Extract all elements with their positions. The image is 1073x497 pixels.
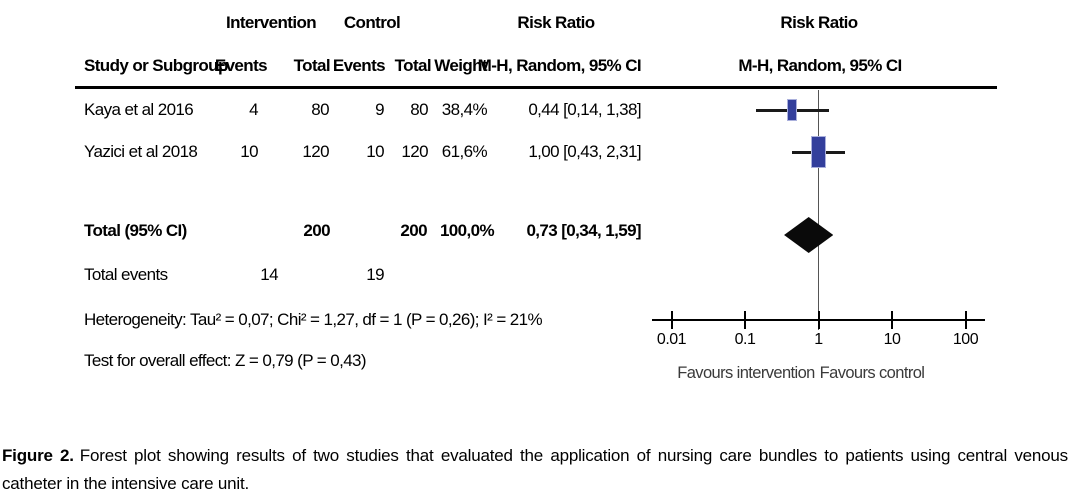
total-row-label: Total (95% CI) bbox=[84, 221, 187, 240]
study-name: Yazici et al 2018 bbox=[84, 142, 198, 161]
figure-caption: Figure 2. Forest plot showing results of … bbox=[2, 442, 1068, 497]
study-events-intervention: 4 bbox=[249, 100, 258, 119]
group-header-control: Control bbox=[343, 13, 401, 32]
col-header-weight: Weight bbox=[434, 56, 487, 75]
col-header-total-intervention: Total bbox=[293, 56, 331, 75]
col-header-events-control: Events bbox=[332, 56, 386, 75]
x-axis-tick-label: 100 bbox=[952, 331, 979, 348]
favours-intervention-label: Favours intervention bbox=[677, 364, 815, 382]
study-ci-text: 1,00 [0,43, 2,31] bbox=[528, 142, 641, 161]
total-weight: 100,0% bbox=[439, 221, 495, 240]
study-name: Kaya et al 2016 bbox=[84, 100, 194, 119]
total-events-control: 19 bbox=[366, 265, 384, 284]
col-header-study: Study or Subgroup bbox=[84, 56, 228, 75]
col-header-total-control: Total bbox=[394, 56, 432, 75]
study-total-control: 80 bbox=[410, 100, 428, 119]
total-intervention-n: 200 bbox=[303, 221, 330, 240]
x-axis-tick-label: 0.01 bbox=[656, 331, 687, 348]
study-total-control: 120 bbox=[401, 142, 428, 161]
x-axis-tick-label: 0.1 bbox=[734, 331, 756, 348]
group-header-intervention: Intervention bbox=[225, 13, 317, 32]
figure-caption-text: Forest plot showing results of two studi… bbox=[2, 446, 1068, 493]
figure-caption-label: Figure 2. bbox=[2, 446, 74, 465]
x-axis-tick bbox=[817, 311, 820, 329]
overall-effect-text: Test for overall effect: Z = 0,79 (P = 0… bbox=[84, 351, 367, 370]
study-weight: 38,4% bbox=[441, 100, 488, 119]
col-header-mh-ci-right: M-H, Random, 95% CI bbox=[738, 56, 902, 75]
x-axis-tick bbox=[744, 311, 746, 329]
x-axis-tick bbox=[891, 311, 893, 329]
study-total-intervention: 120 bbox=[302, 142, 329, 161]
reference-line-rr1 bbox=[817, 90, 820, 330]
study-events-control: 9 bbox=[375, 100, 384, 119]
total-control-n: 200 bbox=[400, 221, 427, 240]
pooled-diamond bbox=[784, 217, 834, 253]
x-axis-tick-label: 1 bbox=[814, 331, 823, 348]
x-axis-tick bbox=[670, 311, 673, 329]
study-ci-text: 0,44 [0,14, 1,38] bbox=[528, 100, 641, 119]
study-events-intervention: 10 bbox=[240, 142, 258, 161]
total-events-label: Total events bbox=[84, 265, 168, 284]
effect-square bbox=[810, 135, 827, 169]
study-events-control: 10 bbox=[366, 142, 384, 161]
group-header-risk-ratio-right: Risk Ratio bbox=[780, 13, 858, 32]
favours-control-label: Favours control bbox=[819, 364, 925, 382]
group-header-risk-ratio-left: Risk Ratio bbox=[517, 13, 595, 32]
total-ci-text: 0,73 [0,34, 1,59] bbox=[526, 221, 641, 240]
col-header-mh-ci-left: M-H, Random, 95% CI bbox=[477, 56, 642, 75]
study-weight: 61,6% bbox=[441, 142, 488, 161]
col-header-events-intervention: Events bbox=[214, 56, 268, 75]
heterogeneity-text: Heterogeneity: Tau² = 0,07; Chi² = 1,27,… bbox=[84, 310, 543, 329]
study-total-intervention: 80 bbox=[311, 100, 329, 119]
total-events-intervention: 14 bbox=[260, 265, 278, 284]
x-axis-tick bbox=[964, 311, 967, 329]
effect-square bbox=[787, 99, 798, 121]
x-axis-tick-label: 10 bbox=[883, 331, 901, 348]
header-separator-line bbox=[75, 86, 997, 89]
